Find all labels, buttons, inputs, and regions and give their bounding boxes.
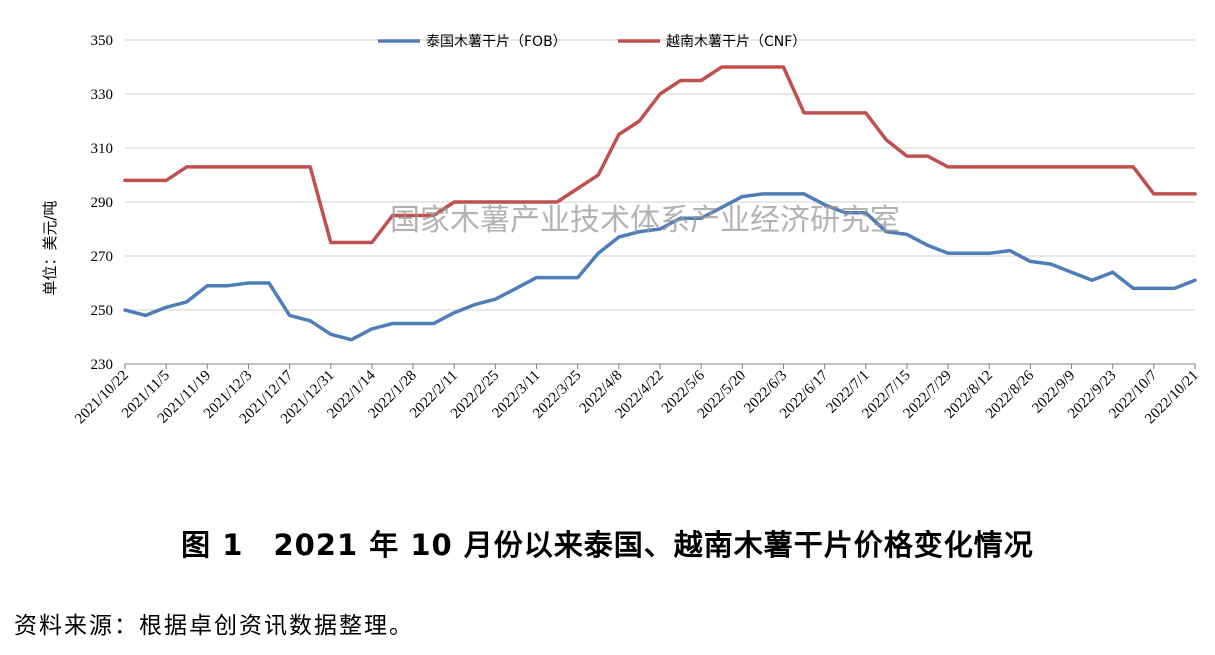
legend-item-0: 泰国木薯干片（FOB） xyxy=(378,34,567,50)
y-tick-label: 350 xyxy=(91,33,114,49)
legend-label: 越南木薯干片（CNF） xyxy=(666,34,806,50)
y-tick-label: 230 xyxy=(91,357,114,373)
y-axis-label: 单位：美元/吨 xyxy=(41,200,59,295)
source-note: 资料来源：根据卓创资讯数据整理。 xyxy=(14,613,414,639)
legend-item-1: 越南木薯干片（CNF） xyxy=(618,34,806,50)
legend: 泰国木薯干片（FOB） 越南木薯干片（CNF） xyxy=(378,34,806,50)
figure-caption: 图 1 2021 年 10 月份以来泰国、越南木薯干片价格变化情况 xyxy=(181,528,1034,562)
x-tick-label: 2021/10/22 xyxy=(72,368,132,428)
x-tick-labels: 2021/10/222021/11/52021/11/192021/12/320… xyxy=(72,364,1202,427)
series-line-1 xyxy=(123,65,1197,245)
y-tick-labels: 230 250 270 290 310 330 350 xyxy=(91,33,114,373)
series-lines xyxy=(123,65,1197,342)
line-chart: 230 250 270 290 310 330 350 2021/10/222021/11/… xyxy=(41,33,1202,427)
series-line-0 xyxy=(123,192,1197,342)
y-tick-label: 330 xyxy=(91,87,114,103)
y-tick-label: 310 xyxy=(91,141,114,157)
legend-label: 泰国木薯干片（FOB） xyxy=(426,34,567,50)
y-tick-label: 270 xyxy=(91,249,114,265)
watermark-text: 国家木薯产业技术体系产业经济研究室 xyxy=(390,203,900,238)
gridlines xyxy=(125,39,1195,311)
y-tick-label: 290 xyxy=(91,195,114,211)
y-tick-label: 250 xyxy=(91,303,114,319)
